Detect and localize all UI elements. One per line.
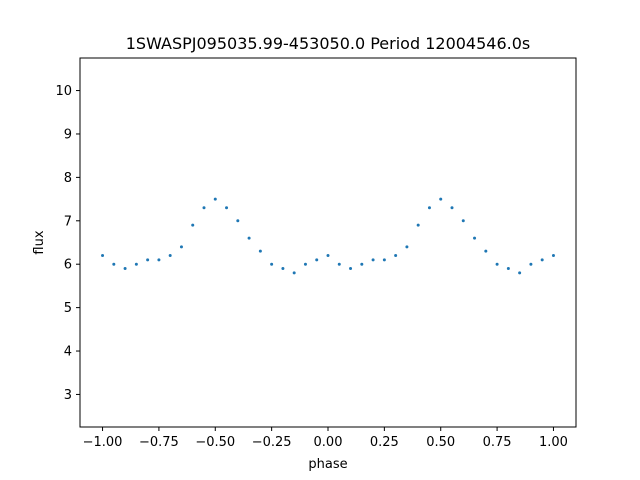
x-tick-label: −0.50 — [195, 435, 235, 450]
data-point — [101, 254, 105, 258]
data-point — [551, 254, 555, 258]
y-tick-label: 5 — [64, 301, 72, 316]
data-point — [473, 236, 477, 240]
y-tick-label: 4 — [64, 345, 72, 360]
data-point — [134, 262, 138, 266]
data-point — [179, 245, 183, 249]
data-point — [225, 206, 229, 210]
data-point — [258, 249, 262, 253]
x-tick-label: 0.50 — [426, 435, 455, 450]
data-point — [303, 262, 307, 266]
data-point — [518, 271, 522, 275]
x-tick-label: −0.75 — [139, 435, 179, 450]
x-tick-label: 0.00 — [314, 435, 343, 450]
y-axis-label: flux — [32, 230, 47, 254]
data-point — [484, 249, 488, 253]
data-point — [315, 258, 319, 262]
data-point — [123, 267, 127, 271]
y-tick-label: 8 — [64, 171, 72, 186]
data-point — [247, 236, 251, 240]
data-point — [191, 223, 195, 227]
x-axis-label: phase — [308, 457, 347, 472]
data-point — [281, 267, 285, 271]
data-point — [202, 206, 206, 210]
y-axis-ticks: 3 4 5 6 7 8 9 10 — [55, 84, 80, 403]
x-tick-label: 0.25 — [370, 435, 399, 450]
data-point — [439, 197, 443, 201]
data-point — [270, 262, 274, 266]
data-point — [213, 197, 217, 201]
data-point — [326, 254, 330, 258]
data-point — [529, 262, 533, 266]
x-tick-label: 0.75 — [483, 435, 512, 450]
data-point — [495, 262, 499, 266]
data-point — [157, 258, 161, 262]
data-point — [112, 262, 116, 266]
data-point — [540, 258, 544, 262]
data-point — [506, 267, 510, 271]
x-tick-label: −1.00 — [83, 435, 123, 450]
data-point — [236, 219, 240, 223]
data-point — [337, 262, 341, 266]
y-tick-label: 9 — [64, 127, 72, 142]
data-point — [292, 271, 296, 275]
scatter-points — [101, 197, 555, 275]
data-point — [427, 206, 431, 210]
data-point — [461, 219, 465, 223]
x-tick-label: 1.00 — [539, 435, 568, 450]
data-point — [405, 245, 409, 249]
data-point — [349, 267, 353, 271]
chart-title: 1SWASPJ095035.99-453050.0 Period 1200454… — [126, 34, 531, 53]
y-tick-label: 6 — [64, 258, 72, 273]
data-point — [168, 254, 172, 258]
x-axis-ticks: −1.00 −0.75 −0.50 −0.25 0.00 0.25 0.50 0.75 1.00 — [83, 427, 568, 450]
data-point — [360, 262, 364, 266]
data-point — [416, 223, 420, 227]
data-point — [371, 258, 375, 262]
data-point — [382, 258, 386, 262]
y-tick-label: 10 — [55, 84, 72, 99]
data-point — [146, 258, 150, 262]
data-point — [394, 254, 398, 258]
x-tick-label: −0.25 — [252, 435, 292, 450]
y-tick-label: 3 — [64, 388, 72, 403]
data-point — [450, 206, 454, 210]
y-tick-label: 7 — [64, 214, 72, 229]
